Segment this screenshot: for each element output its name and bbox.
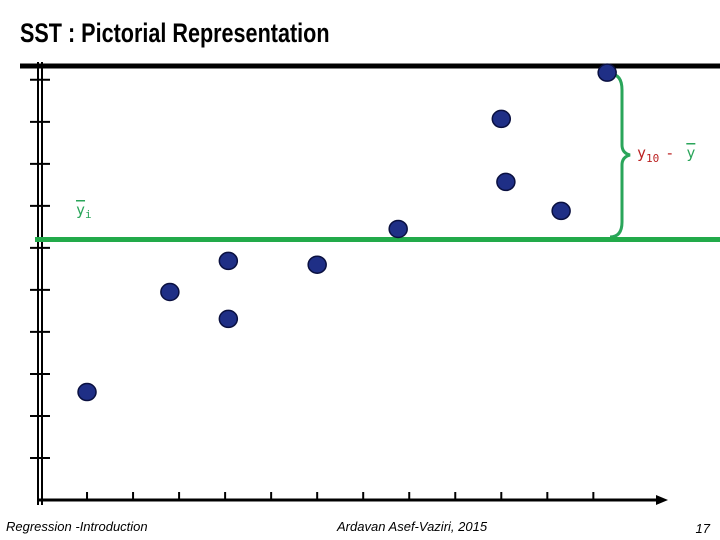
annotation-ybar: y [686,144,695,162]
annotation-minus: - [665,144,674,162]
annotation: y10- y [637,144,695,165]
annotation-subscript: 10 [646,152,659,165]
mean-label-subscript: i [85,208,92,221]
data-point [388,219,408,239]
data-point [77,382,97,402]
data-point [597,63,617,82]
data-point [496,172,516,192]
data-point [218,251,239,271]
data-point [307,255,327,274]
footer-left: Regression -Introduction [6,519,148,534]
data-point [218,309,239,329]
data-point [551,201,571,221]
data-point [160,282,180,302]
brace [609,72,631,239]
x-axis-arrow [656,495,668,505]
annotation-y: y [637,144,646,162]
page-number: 17 [696,521,711,536]
slide-title: SST : Pictorial Representation [20,19,330,49]
mean-label: yi [76,201,92,221]
data-point [491,109,512,129]
footer-center: Ardavan Asef-Vaziri, 2015 [336,519,488,534]
mean-label-base: y [76,201,85,219]
